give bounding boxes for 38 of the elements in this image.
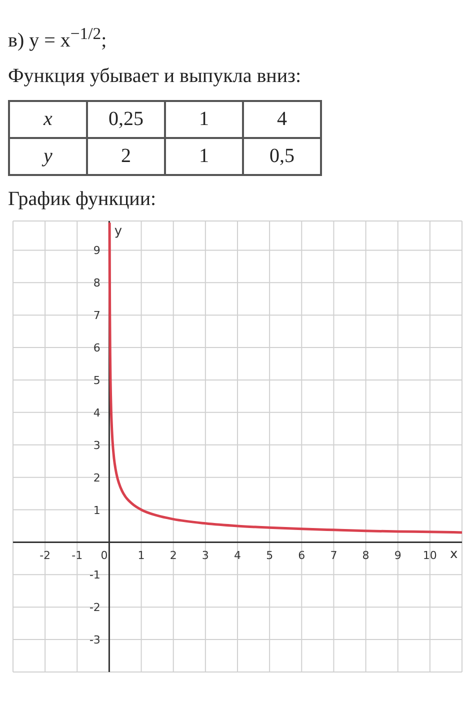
x-tick-label: 10 xyxy=(422,548,437,562)
y-tick-label: 2 xyxy=(93,470,100,484)
text: 1 xyxy=(165,138,243,175)
x-tick-label: 3 xyxy=(202,548,209,562)
line-series xyxy=(108,221,462,534)
text: 0,25 xyxy=(87,100,165,138)
y-tick-label: 8 xyxy=(93,276,100,290)
text: x xyxy=(9,100,87,138)
y-tick-label: -1 xyxy=(89,568,100,582)
y-tick-label: 1 xyxy=(93,503,100,516)
text: в) y = x$^{−1/2}$; xyxy=(8,24,108,53)
y-tick-label: -3 xyxy=(89,633,100,646)
y-axis-title: y xyxy=(114,224,122,239)
text: 1 xyxy=(165,100,243,138)
y-tick-label: 7 xyxy=(93,308,100,322)
y-tick-label: 4 xyxy=(93,406,100,420)
x-tick-label: 0 xyxy=(100,548,108,562)
x-tick-label: 2 xyxy=(170,548,177,562)
x-tick-label: -1 xyxy=(72,548,83,562)
y-tick-label: 5 xyxy=(93,374,100,387)
text: Функция убывает и выпукла вниз: xyxy=(8,64,302,88)
text: y xyxy=(9,138,87,175)
x-tick-label: -2 xyxy=(40,548,51,562)
y-tick-label: 3 xyxy=(93,438,100,452)
x-axis-title: x xyxy=(450,546,458,562)
x-tick-label: 4 xyxy=(234,548,241,562)
y-tick-label: 9 xyxy=(93,244,100,257)
y-tick-label: -2 xyxy=(89,600,100,614)
text: 4 xyxy=(243,100,321,138)
x-tick-label: 7 xyxy=(330,548,338,562)
x-tick-label: 9 xyxy=(394,548,402,562)
x-tick-label: 8 xyxy=(362,548,370,562)
x-tick-label: 1 xyxy=(138,548,145,562)
x-tick-label: 5 xyxy=(266,548,274,562)
text: График функции: xyxy=(8,188,158,211)
y-tick-label: 6 xyxy=(93,341,100,354)
text: 0,5 xyxy=(243,138,321,175)
x-tick-label: 6 xyxy=(298,548,306,562)
